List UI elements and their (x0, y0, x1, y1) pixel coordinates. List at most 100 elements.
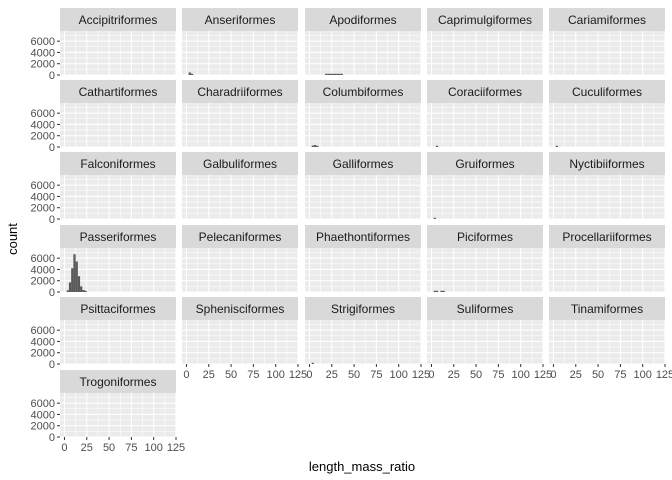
y-tick-label: 4000 (31, 119, 55, 131)
x-tick-label: 0 (550, 369, 556, 381)
panel-galbuliformes: Galbuliformes (182, 152, 299, 220)
panel-background (549, 31, 665, 75)
strip-falconiformes (60, 152, 176, 175)
strip-columbiformes (305, 80, 421, 103)
panel-galliformes: Galliformes (305, 152, 422, 220)
panel-gruiformes: Gruiformes (427, 152, 544, 220)
strip-anseriformes (182, 8, 298, 31)
panel-columbiformes: Columbiformes (305, 80, 422, 148)
panel-background (305, 320, 421, 364)
histogram-bar (82, 290, 85, 292)
panel-tinamiformes: Tinamiformes 0 25 50 75 100 125 (549, 297, 672, 381)
x-tick-label: 75 (370, 369, 382, 381)
strip-coraciiformes (427, 80, 543, 103)
histogram-bar (327, 73, 330, 75)
panel-charadriiformes: Charadriiformes (182, 80, 299, 148)
strip-trogoniformes (60, 370, 176, 393)
x-tick-label: 125 (534, 369, 552, 381)
panel-background (60, 175, 176, 219)
x-tick-label: 50 (103, 442, 115, 454)
strip-label-galbuliformes: Galbuliformes (203, 157, 277, 171)
strip-nyctibiiformes (549, 152, 665, 175)
x-tick-label: 25 (326, 369, 338, 381)
panel-cuculiformes: Cuculiformes (549, 80, 666, 148)
panel-background (427, 103, 543, 147)
y-tick-label: 0 (49, 287, 55, 299)
strip-label-cathartiformes: Cathartiformes (79, 85, 158, 99)
x-axis-title: length_mass_ratio (309, 459, 415, 474)
x-tick-label: 25 (448, 369, 460, 381)
y-tick-label: 0 (49, 142, 55, 154)
panel-background (305, 31, 421, 75)
strip-phaethontiformes (305, 225, 421, 248)
histogram-bar (73, 254, 76, 292)
panel-background (182, 103, 298, 147)
strip-label-anseriformes: Anseriformes (205, 13, 276, 27)
panel-background (182, 31, 298, 75)
panel-background (549, 248, 665, 292)
x-tick-label: 100 (390, 369, 408, 381)
histogram-bar (311, 145, 314, 147)
strip-cariamiformes (549, 8, 665, 31)
histogram-bar (68, 282, 72, 292)
x-tick-label: 100 (634, 369, 652, 381)
histogram-bar (555, 145, 558, 147)
panel-suliformes: Suliformes 0 25 50 75 100 125 (427, 297, 552, 381)
x-tick-label: 100 (267, 369, 285, 381)
strip-label-nyctibiiformes: Nyctibiiformes (569, 157, 644, 171)
strip-galliformes (305, 152, 421, 175)
y-tick-label: 2000 (31, 131, 55, 143)
x-tick-label: 75 (247, 369, 259, 381)
strip-apodiformes (305, 8, 421, 31)
histogram-bar (435, 290, 439, 292)
y-tick-label: 0 (49, 432, 55, 444)
strip-passeriformes (60, 225, 176, 248)
x-tick-label: 125 (412, 369, 430, 381)
histogram-bar (311, 362, 314, 364)
strip-label-cuculiformes: Cuculiformes (572, 85, 642, 99)
x-tick-label: 50 (470, 369, 482, 381)
x-tick-label: 100 (145, 442, 163, 454)
strip-cathartiformes (60, 80, 176, 103)
strip-caprimulgiformes (427, 8, 543, 31)
strip-label-pelecaniformes: Pelecaniformes (199, 230, 282, 244)
panel-background (182, 320, 298, 364)
y-tick-label: 4000 (31, 336, 55, 348)
panel-anseriformes: Anseriformes (182, 8, 299, 76)
y-tick-label: 2000 (31, 276, 55, 288)
y-tick-label: 6000 (31, 36, 55, 48)
panel-coraciiformes: Coraciiformes (427, 80, 544, 148)
strip-label-cariamiformes: Cariamiformes (568, 13, 646, 27)
histogram-bar (334, 73, 337, 75)
strip-label-apodiformes: Apodiformes (329, 13, 396, 27)
histogram-bar (440, 290, 443, 292)
histogram-bar (340, 73, 343, 75)
y-tick-label: 4000 (31, 264, 55, 276)
histogram-bar (77, 276, 81, 292)
histogram-bar (80, 286, 83, 292)
strip-label-psittaciformes: Psittaciformes (80, 302, 155, 316)
strip-label-strigiformes: Strigiformes (331, 302, 395, 316)
strip-cuculiformes (549, 80, 665, 103)
strip-label-phaethontiformes: Phaethontiformes (316, 230, 410, 244)
panel-background (305, 103, 421, 147)
x-tick-label: 125 (289, 369, 307, 381)
strip-tinamiformes (549, 297, 665, 320)
strip-label-gruiformes: Gruiformes (455, 157, 514, 171)
strip-label-galliformes: Galliformes (333, 157, 394, 171)
y-tick-label: 6000 (31, 180, 55, 192)
strip-label-sphenisciformes: Sphenisciformes (196, 302, 285, 316)
panel-nyctibiiformes: Nyctibiiformes (549, 152, 666, 220)
panel-background (427, 31, 543, 75)
strip-label-columbiformes: Columbiformes (323, 85, 404, 99)
x-tick-label: 0 (428, 369, 434, 381)
panel-background (549, 103, 665, 147)
strip-psittaciformes (60, 297, 176, 320)
panel-background (549, 320, 665, 364)
panel-apodiformes: Apodiformes (305, 8, 422, 76)
strip-label-piciformes: Piciformes (457, 230, 513, 244)
histogram-bar (71, 268, 74, 292)
